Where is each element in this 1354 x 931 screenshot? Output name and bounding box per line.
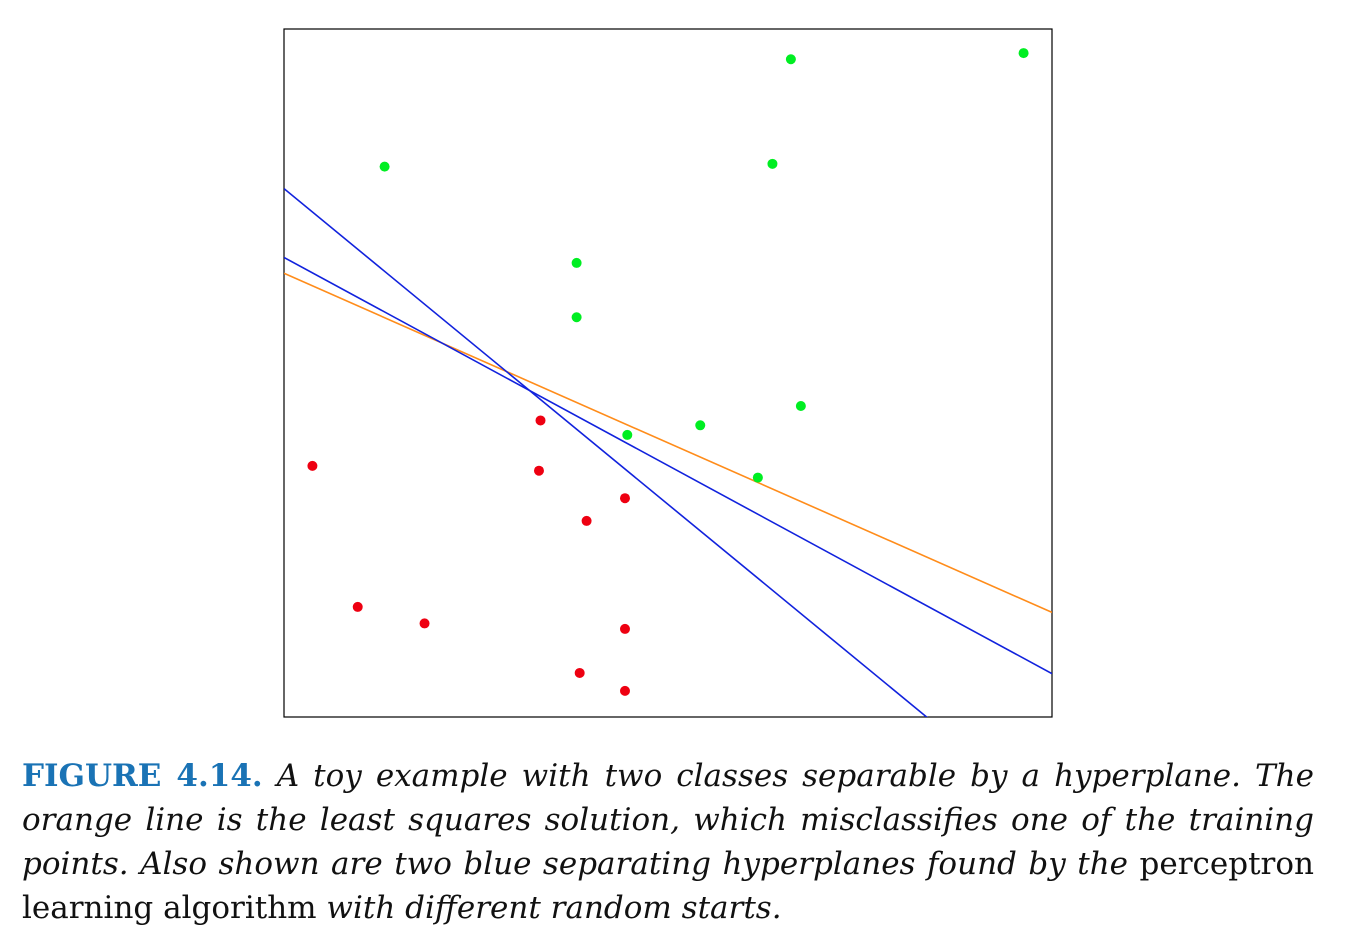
data-point-class-1-2 [533,465,544,476]
figure-caption: FIGURE 4.14. A toy example with two clas… [22,754,1314,930]
data-point-class-0-0 [785,54,796,65]
data-point-class-0-1 [1018,48,1029,59]
caption-text-italic-1: A toy example with two classes separable… [22,758,1314,882]
data-point-class-1-6 [419,618,430,629]
data-point-class-0-9 [752,472,763,483]
separating-line-1 [284,256,1052,675]
plot-frame [283,28,1053,718]
separating-line-2 [284,187,928,717]
data-point-class-0-5 [571,312,582,323]
data-points [307,48,1029,696]
caption-text-upright: perceptron learning algorithm [22,846,1314,926]
figure-label: FIGURE 4.14. [22,758,263,794]
data-point-class-1-5 [352,601,363,612]
decision-lines [284,187,1052,717]
data-point-class-0-2 [379,161,390,172]
data-point-class-0-8 [695,420,706,431]
data-point-class-1-4 [581,515,592,526]
data-point-class-0-7 [622,429,633,440]
data-point-class-1-1 [535,415,546,426]
data-point-class-1-7 [619,623,630,634]
caption-text-italic-2: with different random starts. [316,890,782,926]
data-point-class-0-4 [571,257,582,268]
data-point-class-0-6 [795,401,806,412]
data-point-class-0-3 [767,158,778,169]
data-point-class-1-3 [619,493,630,504]
data-point-class-1-8 [574,667,585,678]
separating-line-0 [284,272,1052,614]
data-point-class-1-0 [307,460,318,471]
data-point-class-1-9 [619,685,630,696]
scatter-plot [283,28,1053,718]
